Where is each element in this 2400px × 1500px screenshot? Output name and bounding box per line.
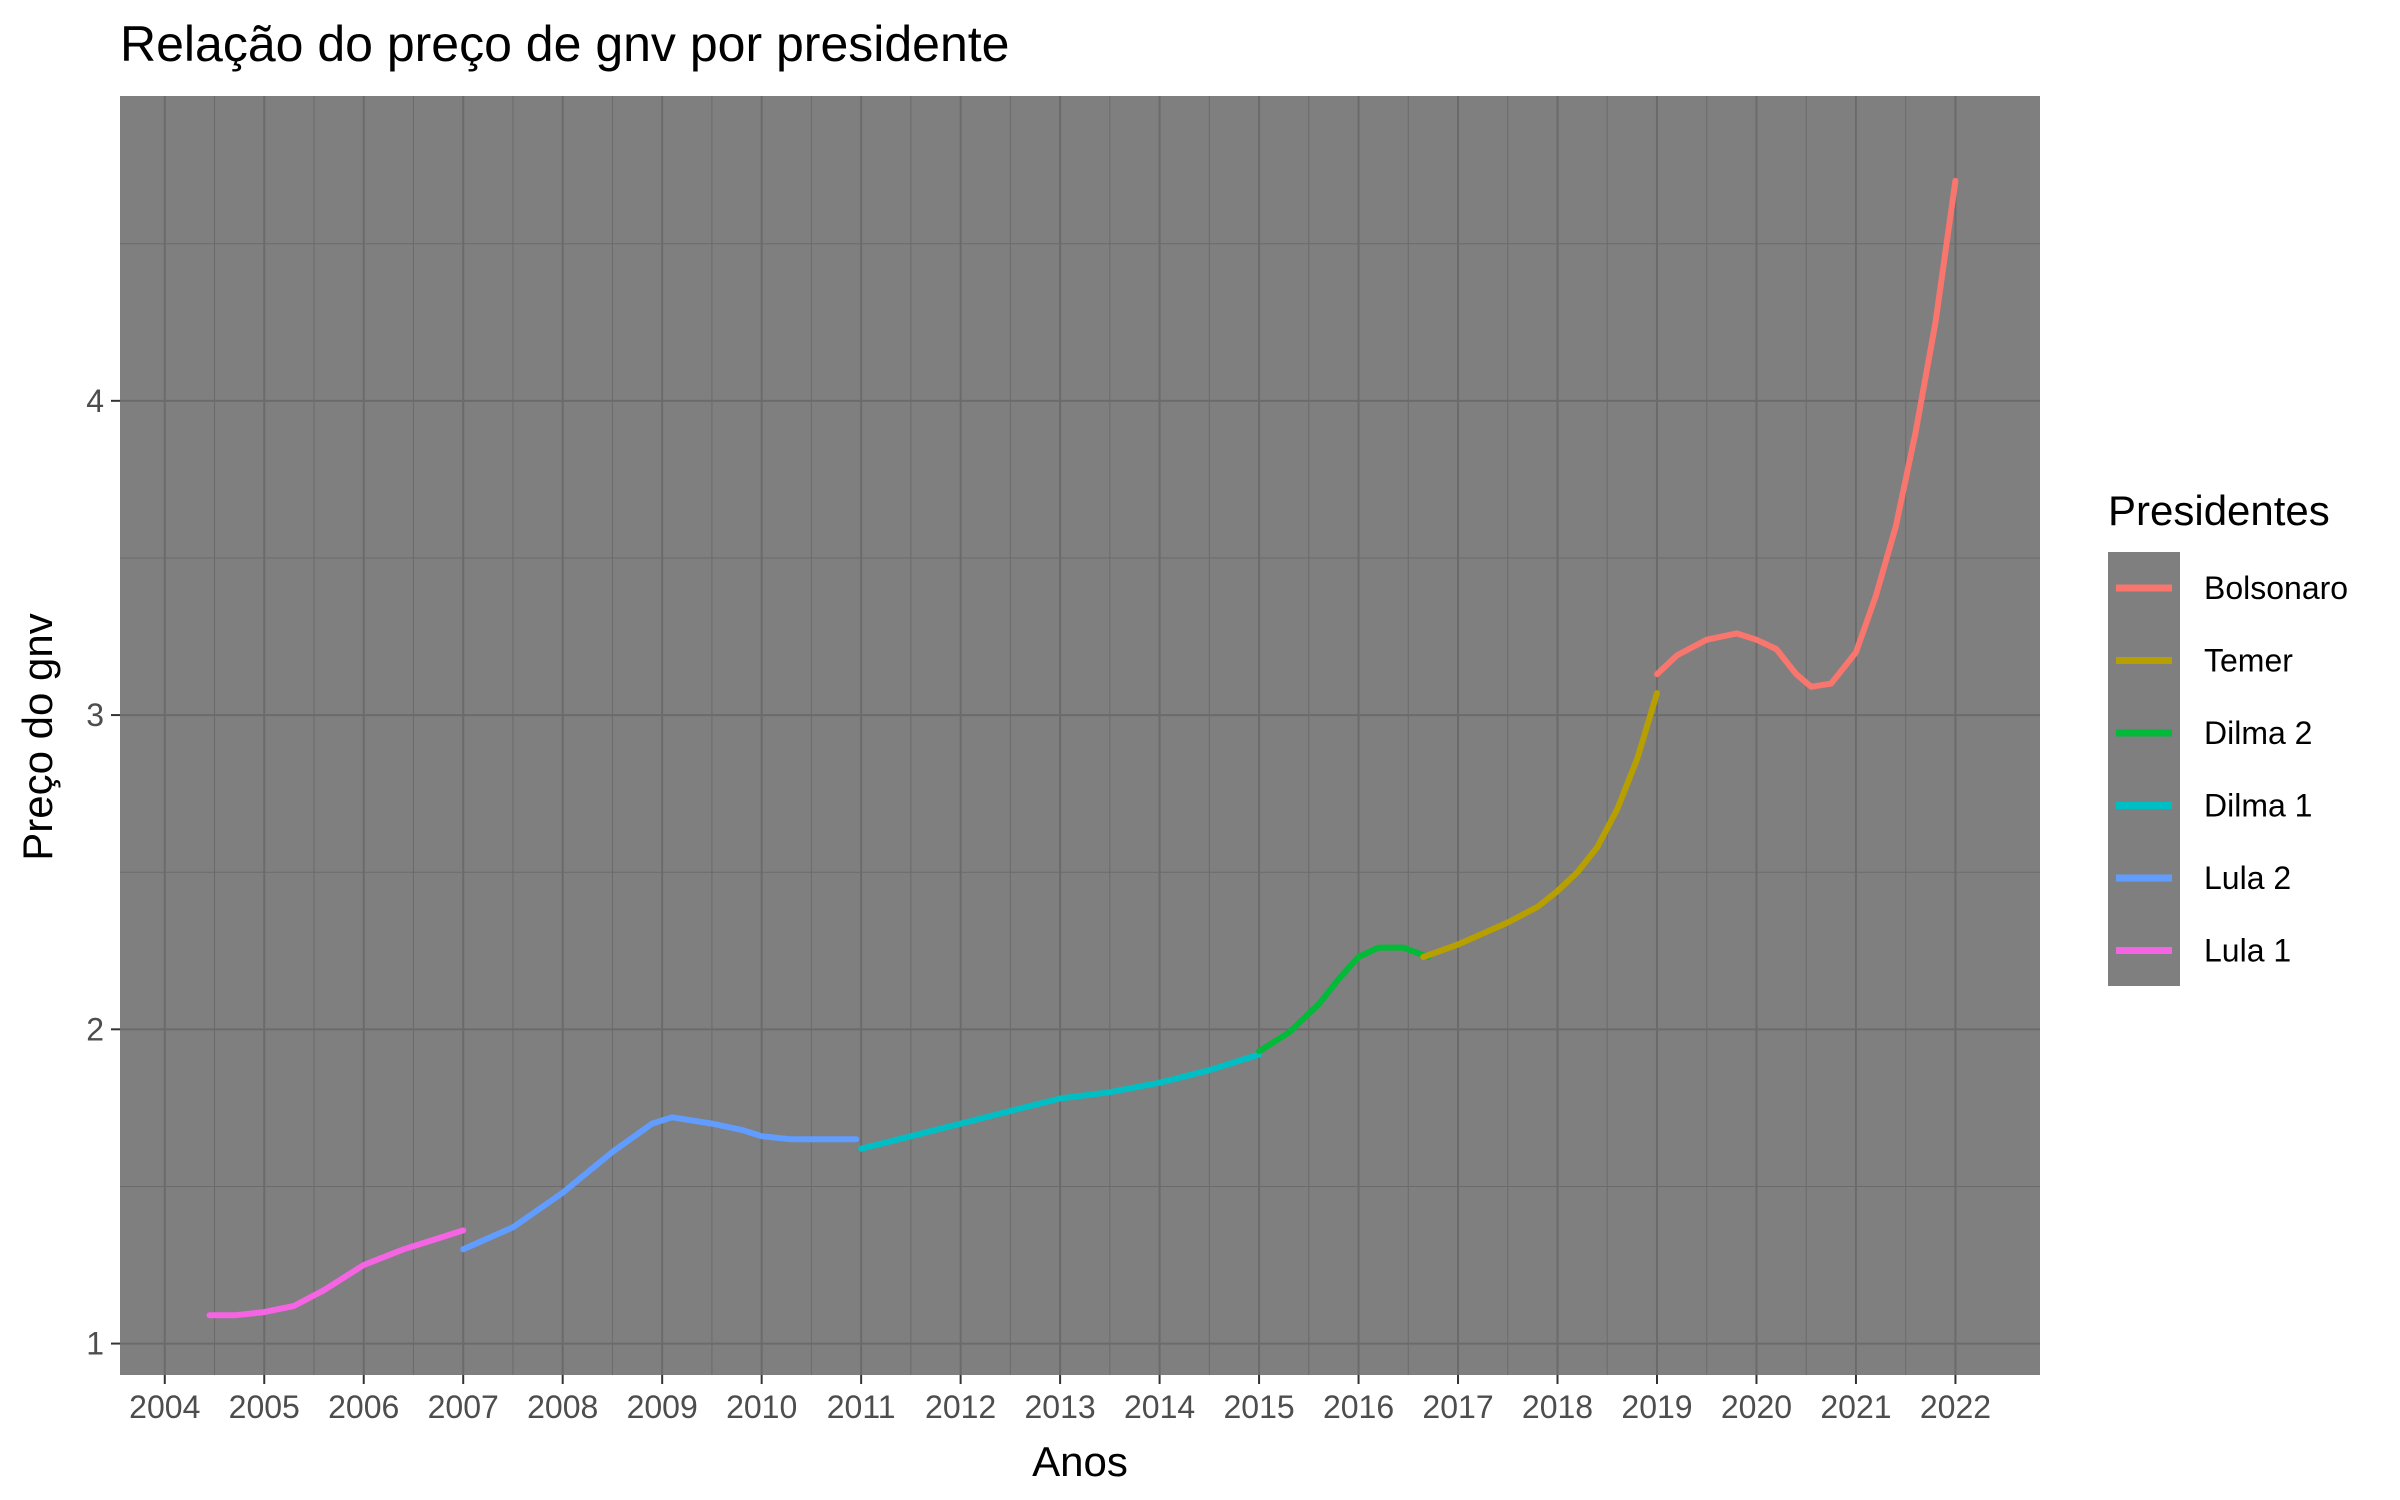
x-tick-label: 2020 <box>1721 1389 1792 1425</box>
x-tick-label: 2008 <box>527 1389 598 1425</box>
series-line-dilma-1 <box>858 1051 1263 1152</box>
x-tick-label: 2015 <box>1223 1389 1294 1425</box>
x-tick-label: 2016 <box>1323 1389 1394 1425</box>
chart-title: Relação do preço de gnv por presidente <box>120 16 1009 72</box>
grid-major <box>120 96 2040 1375</box>
x-axis-ticks: 2004 2005 2006 2007 2008 2009 2010 2011 2012 2013… <box>129 1375 1991 1425</box>
x-tick-label: 2017 <box>1422 1389 1493 1425</box>
legend-label: Lula 1 <box>2204 933 2291 969</box>
legend-title: Presidentes <box>2108 487 2330 534</box>
y-axis-title: Preço do gnv <box>14 613 61 861</box>
legend-label: Dilma 2 <box>2204 715 2312 751</box>
x-axis-title: Anos <box>1032 1438 1128 1485</box>
y-tick-label: 2 <box>86 1011 104 1047</box>
legend-entries: Bolsonaro Temer Dilma 2 Dilma 1 Lula 2 Lula 1 <box>2116 570 2348 969</box>
x-tick-label: 2018 <box>1522 1389 1593 1425</box>
series-line-dilma-2 <box>1256 944 1432 1055</box>
series-line-lula-1 <box>206 1227 467 1319</box>
legend-label: Lula 2 <box>2204 860 2291 896</box>
plot-panel <box>120 96 2040 1375</box>
y-tick-label: 4 <box>86 383 104 419</box>
legend-label: Dilma 1 <box>2204 788 2312 824</box>
x-tick-label: 2013 <box>1025 1389 1096 1425</box>
y-tick-label: 3 <box>86 697 104 733</box>
x-tick-label: 2012 <box>925 1389 996 1425</box>
x-tick-label: 2009 <box>627 1389 698 1425</box>
x-tick-label: 2007 <box>428 1389 499 1425</box>
series-layer <box>206 177 1959 1319</box>
x-tick-label: 2005 <box>229 1389 300 1425</box>
y-axis-ticks: 1 2 3 4 <box>86 383 120 1362</box>
x-tick-label: 2004 <box>129 1389 200 1425</box>
x-tick-label: 2011 <box>827 1389 896 1425</box>
series-line-bolsonaro <box>1654 177 1959 690</box>
series-line-lula-2 <box>460 1114 860 1253</box>
y-tick-label: 1 <box>86 1326 104 1362</box>
grid-minor <box>120 96 2040 1375</box>
x-tick-label: 2022 <box>1920 1389 1991 1425</box>
series-line-temer <box>1420 690 1660 960</box>
x-tick-label: 2014 <box>1124 1389 1195 1425</box>
legend-label: Temer <box>2204 643 2293 679</box>
legend-key-background <box>2108 552 2180 986</box>
x-tick-label: 2010 <box>726 1389 797 1425</box>
x-tick-label: 2021 <box>1820 1389 1891 1425</box>
x-tick-label: 2019 <box>1621 1389 1692 1425</box>
legend: Presidentes Bolsonaro Temer Dilma 2 Dilma 1… <box>2108 487 2348 986</box>
legend-label: Bolsonaro <box>2204 570 2348 606</box>
x-tick-label: 2006 <box>328 1389 399 1425</box>
